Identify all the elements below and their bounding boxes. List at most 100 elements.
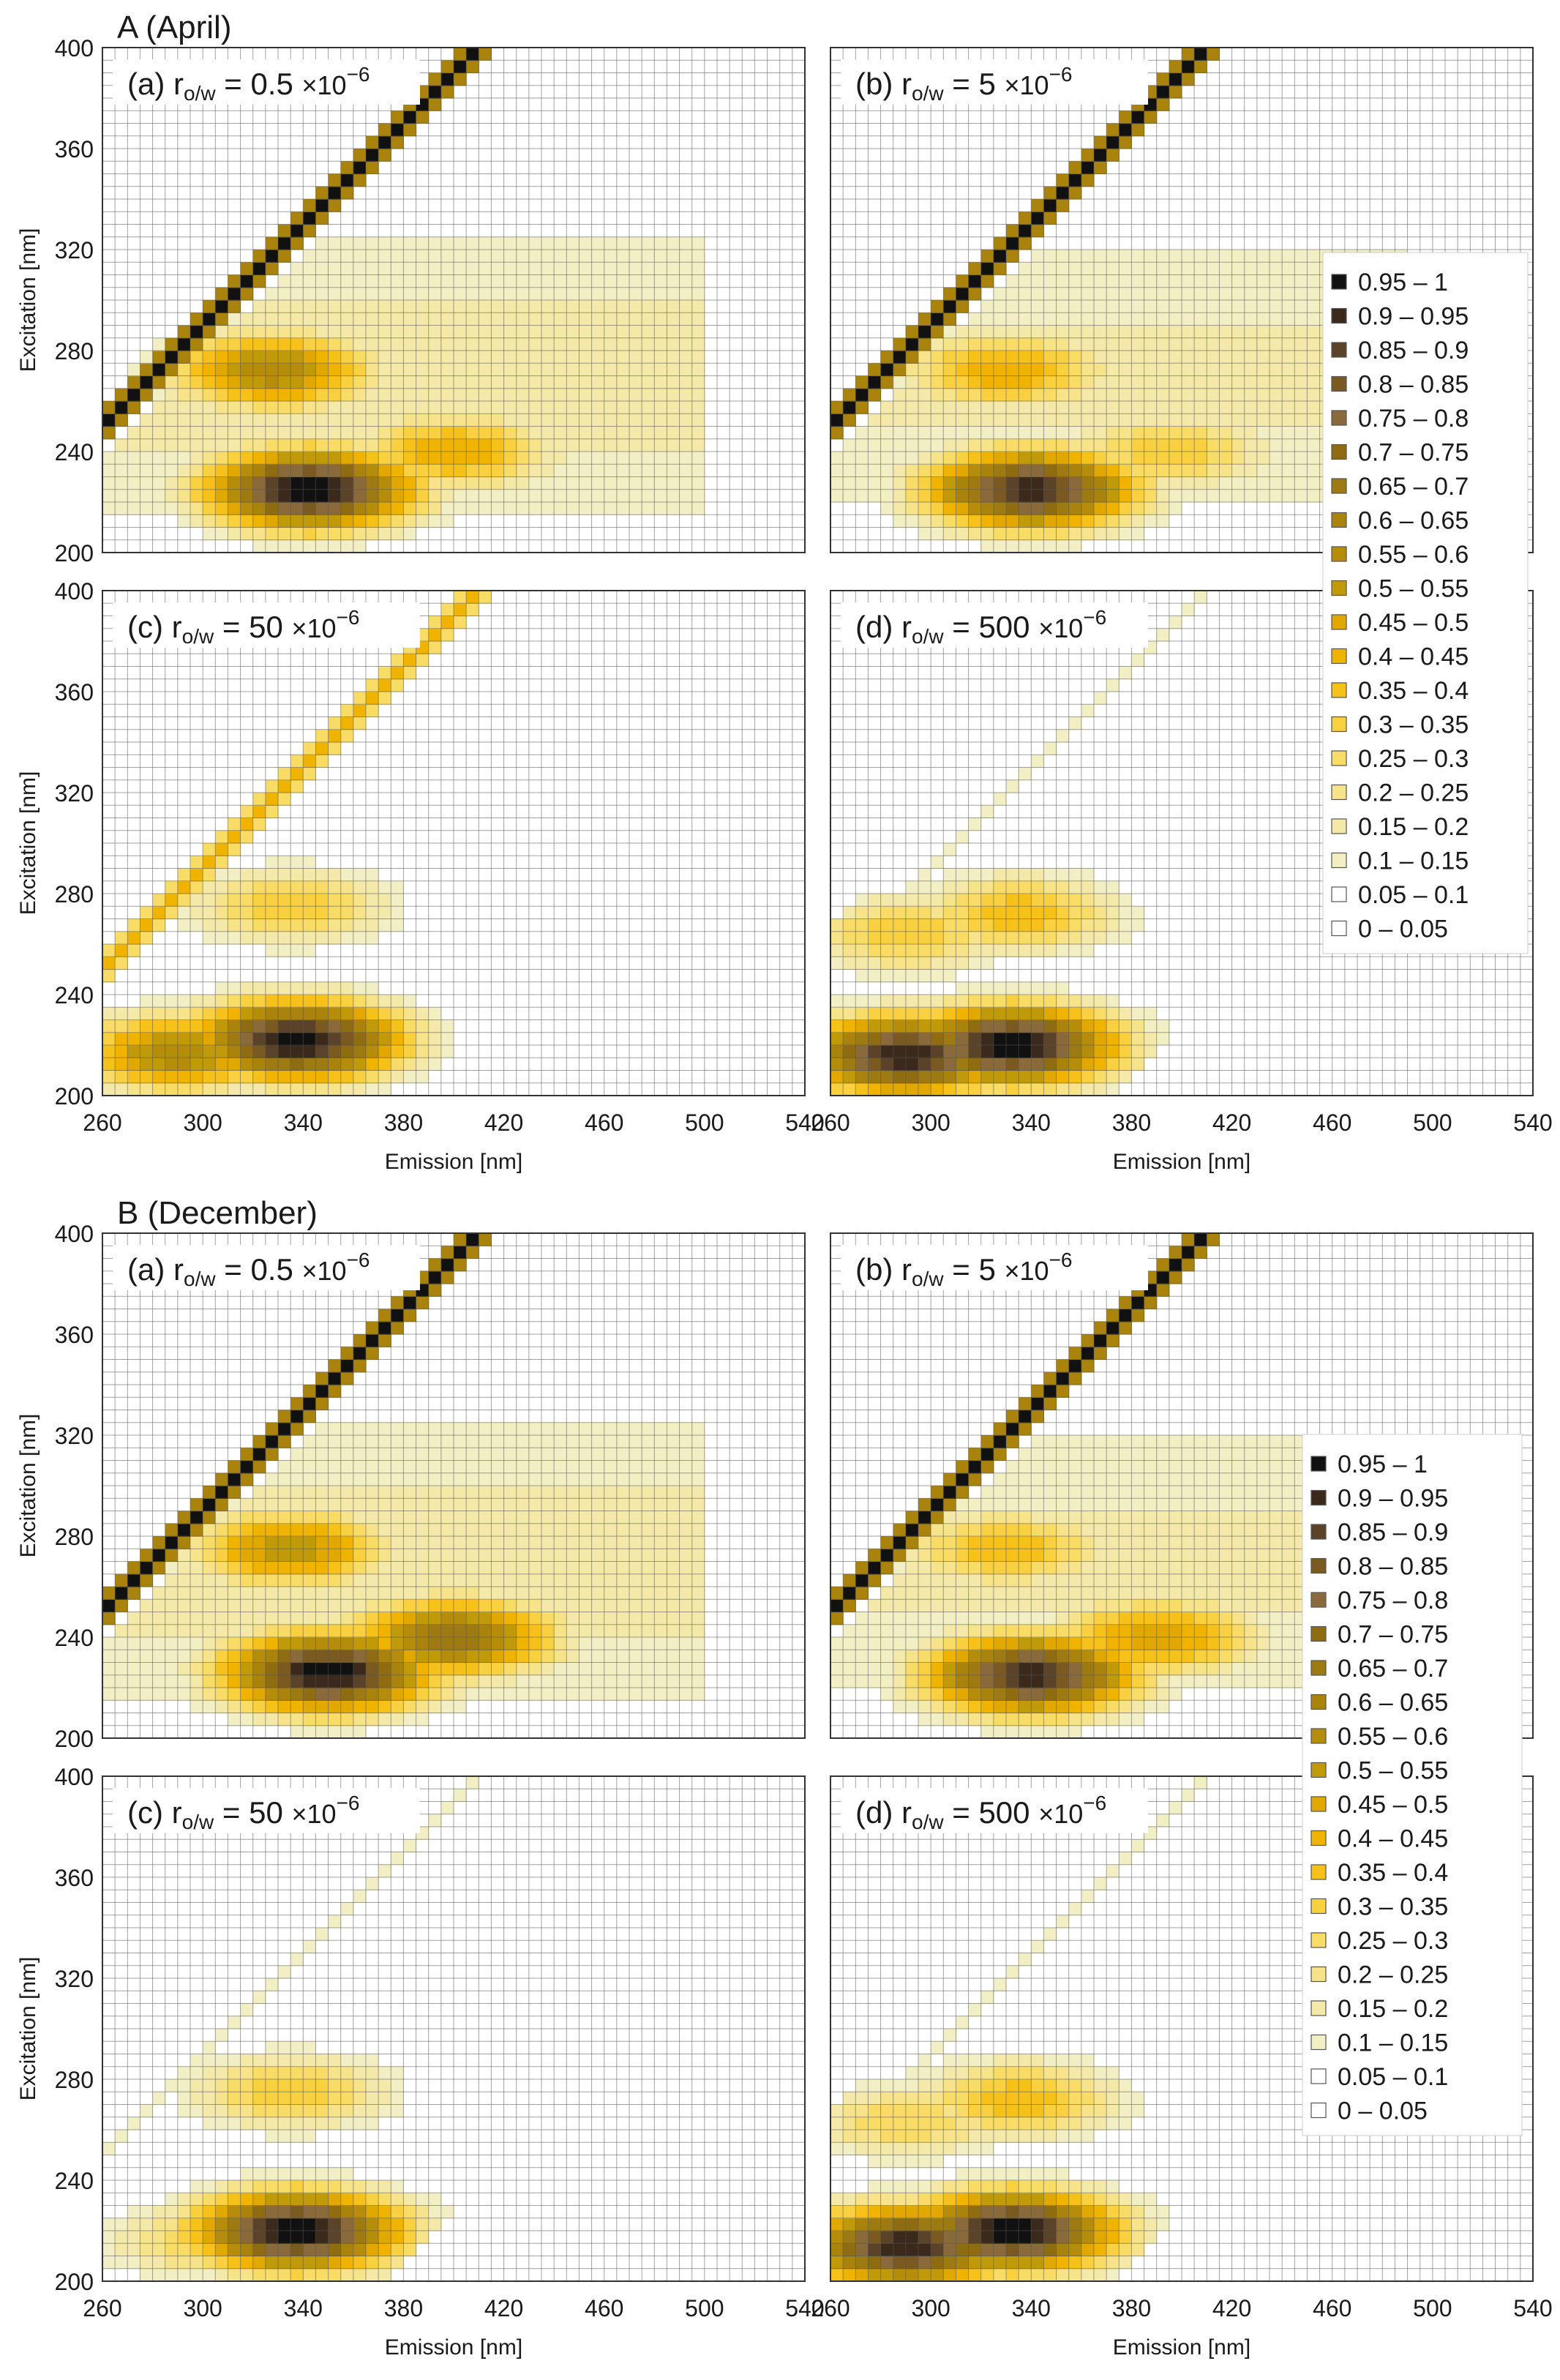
heatmap-cell xyxy=(1131,363,1145,377)
heatmap-cell xyxy=(918,438,931,452)
heatmap-cell xyxy=(328,375,342,389)
heatmap-cell xyxy=(1081,1347,1095,1361)
heatmap-cell xyxy=(654,1523,668,1537)
heatmap-cell xyxy=(278,1561,291,1575)
heatmap-cell xyxy=(1031,1662,1045,1676)
heatmap-cell xyxy=(190,1700,203,1714)
heatmap-cell xyxy=(479,388,492,402)
heatmap-cell xyxy=(1068,1511,1082,1524)
heatmap-cell xyxy=(1031,1019,1045,1033)
heatmap-cell xyxy=(554,274,567,288)
heatmap-cell xyxy=(1019,1549,1032,1563)
heatmap-cell xyxy=(604,1460,618,1474)
heatmap-cell xyxy=(1144,438,1158,452)
heatmap-cell xyxy=(968,918,982,932)
heatmap-cell xyxy=(654,1486,668,1499)
heatmap-cell xyxy=(579,476,593,490)
heatmap-cell xyxy=(541,287,555,301)
heatmap-cell xyxy=(454,591,467,604)
heatmap-cell xyxy=(1256,337,1270,351)
heatmap-cell xyxy=(403,1612,417,1625)
heatmap-cell xyxy=(956,1472,970,1486)
heatmap-cell xyxy=(265,1662,279,1676)
heatmap-cell xyxy=(528,1448,542,1462)
heatmap-cell xyxy=(265,1032,279,1046)
heatmap-cell xyxy=(1056,199,1070,212)
heatmap-cell xyxy=(1119,1435,1133,1448)
heatmap-cell xyxy=(1081,704,1095,718)
legend-box xyxy=(1322,252,1529,954)
heatmap-cell xyxy=(252,375,266,389)
heatmap-cell xyxy=(265,464,279,478)
heatmap-cell xyxy=(667,262,680,276)
heatmap-cell xyxy=(516,313,530,326)
heatmap-cell xyxy=(554,262,567,276)
label-bg xyxy=(113,1245,420,1290)
heatmap-cell xyxy=(893,1688,907,1701)
heatmap-cell xyxy=(315,1058,329,1071)
heatmap-cell xyxy=(880,1650,894,1664)
heatmap-cell xyxy=(102,1587,116,1600)
heatmap-cell xyxy=(629,476,642,490)
heatmap-cell xyxy=(1056,1536,1070,1549)
heatmap-cell xyxy=(503,1688,517,1701)
heatmap-cell xyxy=(1207,388,1220,402)
heatmap-cell xyxy=(403,1472,417,1486)
heatmap-cell xyxy=(1056,351,1070,364)
heatmap-cell xyxy=(918,1561,931,1575)
heatmap-cell xyxy=(303,944,317,957)
heatmap-cell xyxy=(1068,401,1082,414)
heatmap-cell xyxy=(203,1662,216,1676)
heatmap-cell xyxy=(1031,1410,1045,1423)
heatmap-cell xyxy=(1119,123,1133,137)
heatmap-cell xyxy=(215,401,229,414)
heatmap-cell xyxy=(579,1650,593,1664)
heatmap-cell xyxy=(642,250,655,263)
heatmap-cell xyxy=(228,830,241,844)
heatmap-cell xyxy=(403,464,417,478)
heatmap-cell xyxy=(943,426,957,440)
heatmap-cell xyxy=(177,1662,191,1676)
heatmap-cell xyxy=(1144,325,1158,339)
heatmap-cell xyxy=(566,1435,580,1448)
heatmap-cell xyxy=(252,527,266,541)
heatmap-cell xyxy=(190,1498,203,1512)
heatmap-cell xyxy=(629,1599,642,1613)
heatmap-cell xyxy=(240,1650,254,1664)
heatmap-cell xyxy=(604,1549,618,1563)
heatmap-cell xyxy=(252,300,266,313)
heatmap-cell xyxy=(1068,1599,1082,1613)
heatmap-cell xyxy=(177,1650,191,1664)
heatmap-cell xyxy=(177,388,191,402)
heatmap-cell xyxy=(968,1058,982,1071)
heatmap-cell xyxy=(1081,1523,1095,1537)
heatmap-cell xyxy=(591,1549,605,1563)
heatmap-cell xyxy=(968,817,982,831)
heatmap-cell xyxy=(943,1019,957,1033)
heatmap-cell xyxy=(1219,388,1233,402)
heatmap-cell xyxy=(1006,224,1019,238)
heatmap-cell xyxy=(1068,1624,1082,1638)
heatmap-cell xyxy=(1056,1435,1070,1448)
heatmap-cell xyxy=(1031,1713,1045,1726)
heatmap-cell xyxy=(1231,388,1245,402)
heatmap-cell xyxy=(1094,692,1107,705)
heatmap-cell xyxy=(980,1599,994,1613)
heatmap-cell xyxy=(1019,944,1032,957)
heatmap-cell xyxy=(391,489,405,503)
heatmap-cell xyxy=(303,868,317,882)
heatmap-cell xyxy=(240,337,254,351)
heatmap-cell xyxy=(416,1486,430,1499)
heatmap-cell xyxy=(1019,1573,1032,1587)
heatmap-cell xyxy=(528,388,542,402)
heatmap-cell xyxy=(956,1498,970,1512)
heatmap-cell xyxy=(1307,287,1321,301)
heatmap-cell xyxy=(240,931,254,945)
heatmap-cell xyxy=(616,489,630,503)
heatmap-cell xyxy=(1294,313,1308,326)
heatmap-cell xyxy=(315,300,329,313)
heatmap-cell xyxy=(931,527,944,541)
heatmap-cell xyxy=(391,1472,405,1486)
heatmap-cell xyxy=(1256,300,1270,313)
heatmap-cell xyxy=(391,1321,405,1335)
